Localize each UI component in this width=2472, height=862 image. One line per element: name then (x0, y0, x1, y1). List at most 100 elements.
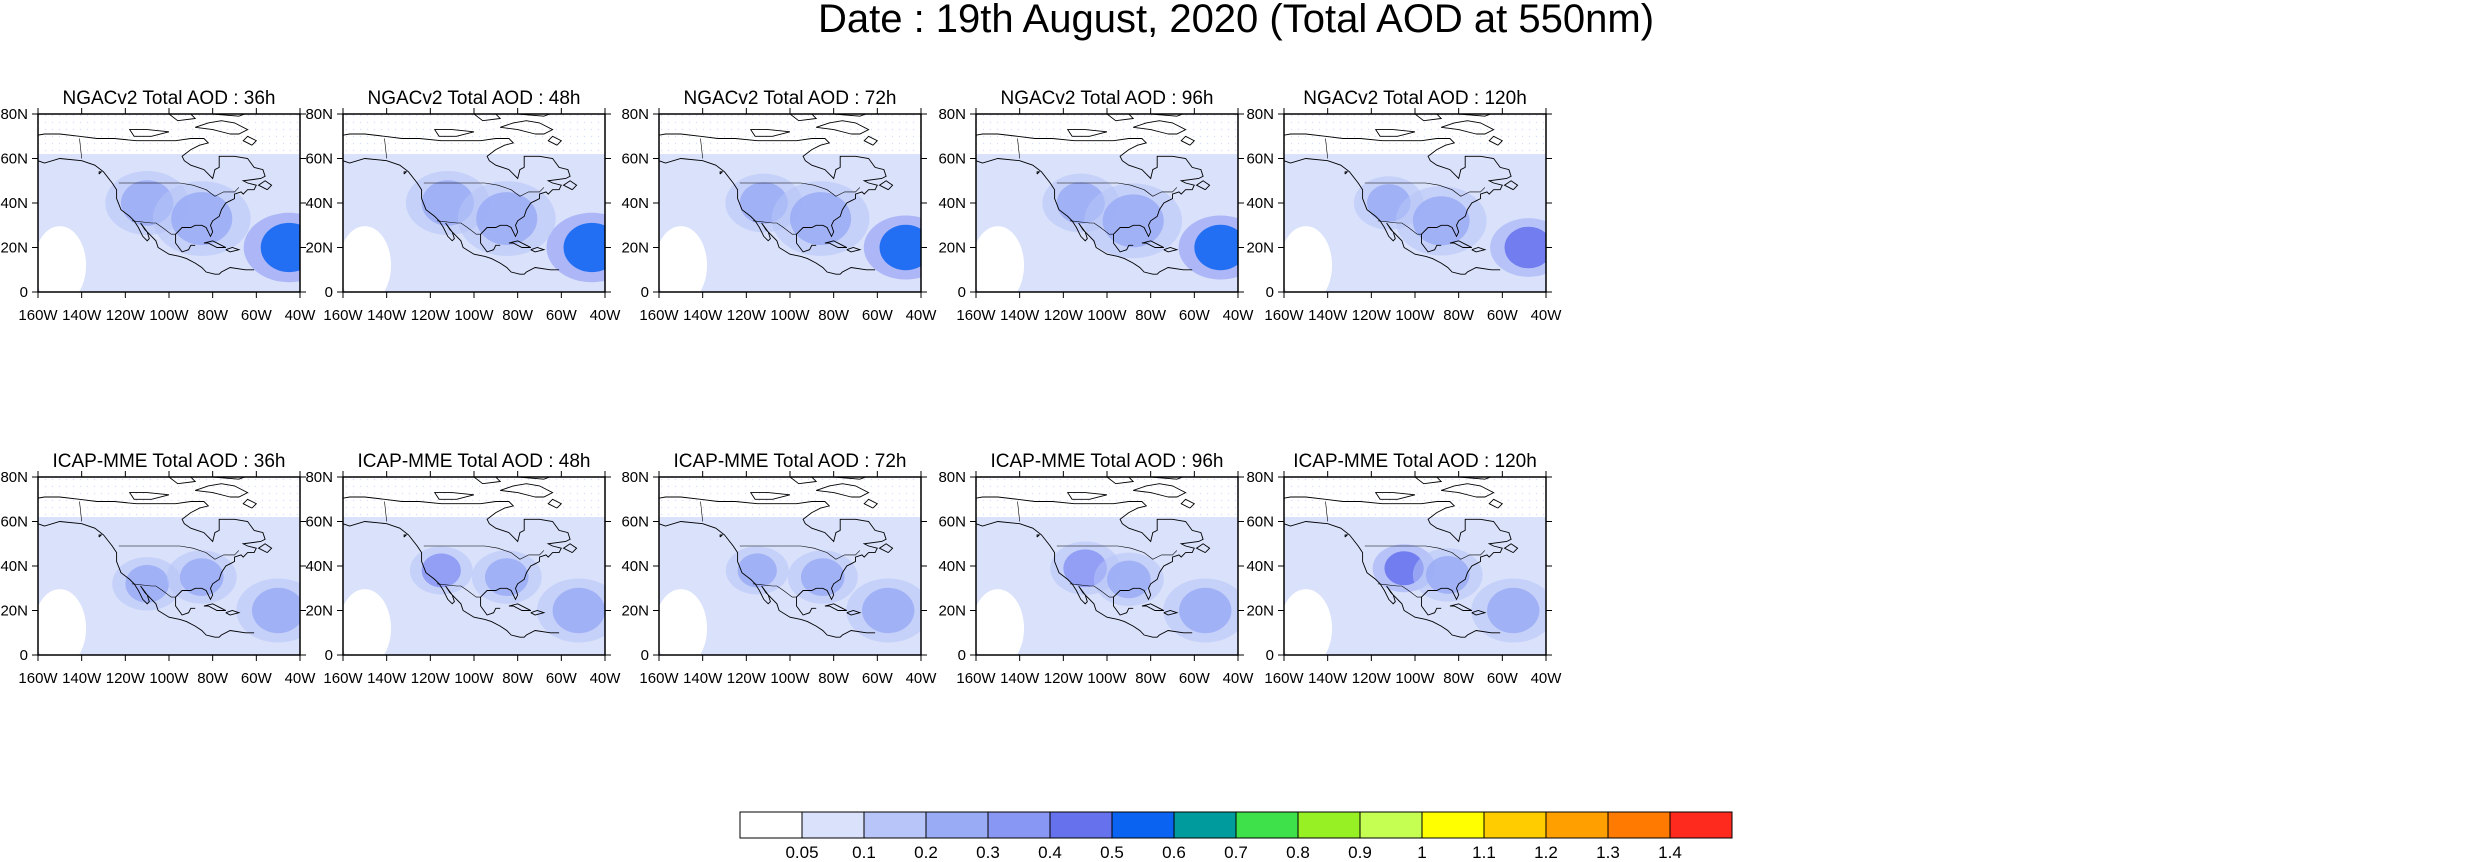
panel-title: NGACv2 Total AOD : 48h (368, 88, 581, 109)
panel-title: NGACv2 Total AOD : 36h (63, 88, 276, 109)
y-tick-label: 80N (305, 469, 333, 486)
x-tick-label: 40W (906, 307, 938, 324)
country-border (700, 501, 703, 522)
aod-plume (476, 192, 538, 246)
clean-air-north (38, 114, 300, 155)
country-border (79, 138, 82, 159)
aod-field (659, 477, 921, 655)
colorbar-label: 1.4 (1658, 843, 1682, 862)
colorbar-box (801, 811, 865, 839)
coastline (38, 133, 266, 253)
country-border (1056, 545, 1178, 560)
country-border (1325, 138, 1328, 159)
aod-plume (484, 558, 529, 597)
island-outline (203, 240, 227, 248)
island-outline (473, 114, 502, 122)
aod-plume (790, 192, 852, 246)
colorbar-box (1297, 811, 1361, 839)
y-tick-label: 40N (1246, 558, 1274, 575)
island-outline (500, 483, 554, 498)
x-tick-label: 140W (1000, 307, 1040, 324)
y-tick-label: 60N (621, 514, 649, 531)
y-tick-label: 40N (0, 195, 28, 212)
clean-air-north (1284, 477, 1546, 518)
map-panel: NGACv2 Total AOD : 48h 160W 140W 120W 100W 80… (305, 88, 622, 324)
y-tick-label: 60N (1246, 151, 1274, 168)
island-outline (1133, 120, 1187, 135)
island-outline (1106, 114, 1135, 122)
aod-field (343, 114, 605, 292)
clean-air-pacific (1284, 226, 1333, 292)
x-tick-label: 140W (62, 670, 102, 687)
y-tick-label: 0 (1266, 284, 1274, 301)
colorbar-label: 0.1 (852, 843, 876, 862)
country-border (131, 220, 176, 235)
clean-air-pacific (38, 589, 87, 655)
island-outline (749, 129, 791, 137)
x-tick-label: 60W (241, 307, 273, 324)
aod-plume (260, 222, 300, 273)
island-outline (863, 135, 879, 146)
x-tick-label: 140W (367, 307, 407, 324)
island-outline (195, 120, 249, 135)
colorbar-label: 0.8 (1286, 843, 1310, 862)
x-tick-label: 160W (323, 670, 363, 687)
country-border (131, 583, 176, 598)
map-panel: ICAP-MME Total AOD : 36h 160W 140W 120W 100W… (0, 451, 316, 687)
y-tick-label: 20N (1246, 240, 1274, 257)
x-tick-label: 60W (1179, 307, 1211, 324)
country-border (739, 545, 861, 560)
island-outline (433, 129, 475, 137)
coastline (976, 133, 1204, 253)
x-tick-label: 140W (367, 670, 407, 687)
x-tick-label: 40W (590, 307, 622, 324)
map-panel: NGACv2 Total AOD : 72h 160W 140W 120W 100W 80… (621, 88, 938, 324)
y-tick-label: 80N (0, 469, 28, 486)
country-border (384, 501, 387, 522)
country-border (739, 182, 861, 197)
x-tick-label: 80W (1135, 307, 1167, 324)
x-tick-label: 160W (18, 307, 58, 324)
country-border (752, 583, 797, 598)
colorbar-label: 0.3 (976, 843, 1000, 862)
coastline (976, 158, 1193, 275)
y-tick-label: 60N (938, 151, 966, 168)
clean-air-pacific (659, 589, 708, 655)
y-tick-label: 0 (1266, 647, 1274, 664)
y-tick-label: 0 (641, 284, 649, 301)
coastline (1284, 133, 1512, 253)
aod-plume (179, 558, 224, 597)
country-border (1364, 182, 1486, 197)
island-outline (1066, 129, 1108, 137)
island-outline (1141, 603, 1165, 611)
map-panel: NGACv2 Total AOD : 96h 160W 140W 120W 100W 80… (938, 88, 1255, 324)
x-tick-label: 80W (197, 307, 229, 324)
colorbar-box (925, 811, 989, 839)
y-tick-label: 20N (938, 240, 966, 257)
x-tick-label: 160W (323, 307, 363, 324)
y-tick-label: 40N (305, 195, 333, 212)
coastline (343, 521, 560, 638)
country-border (1325, 501, 1328, 522)
island-outline (1066, 492, 1108, 500)
country-border (1377, 220, 1422, 235)
island-outline (1180, 498, 1196, 509)
island-outline (846, 610, 862, 616)
y-tick-label: 80N (305, 106, 333, 123)
x-tick-label: 100W (1395, 307, 1435, 324)
x-tick-label: 100W (770, 307, 810, 324)
x-tick-label: 40W (1223, 307, 1255, 324)
colorbar-label: 0.05 (785, 843, 818, 862)
country-border (1056, 182, 1178, 197)
x-tick-label: 60W (862, 307, 894, 324)
island-outline (1344, 534, 1349, 538)
island-outline (98, 171, 103, 175)
y-tick-label: 20N (0, 240, 28, 257)
island-outline (1163, 610, 1179, 616)
x-tick-label: 100W (149, 670, 189, 687)
y-tick-label: 40N (938, 558, 966, 575)
map-panel: ICAP-MME Total AOD : 96h 160W 140W 120W 100W… (938, 451, 1254, 687)
coastline (976, 521, 1193, 638)
